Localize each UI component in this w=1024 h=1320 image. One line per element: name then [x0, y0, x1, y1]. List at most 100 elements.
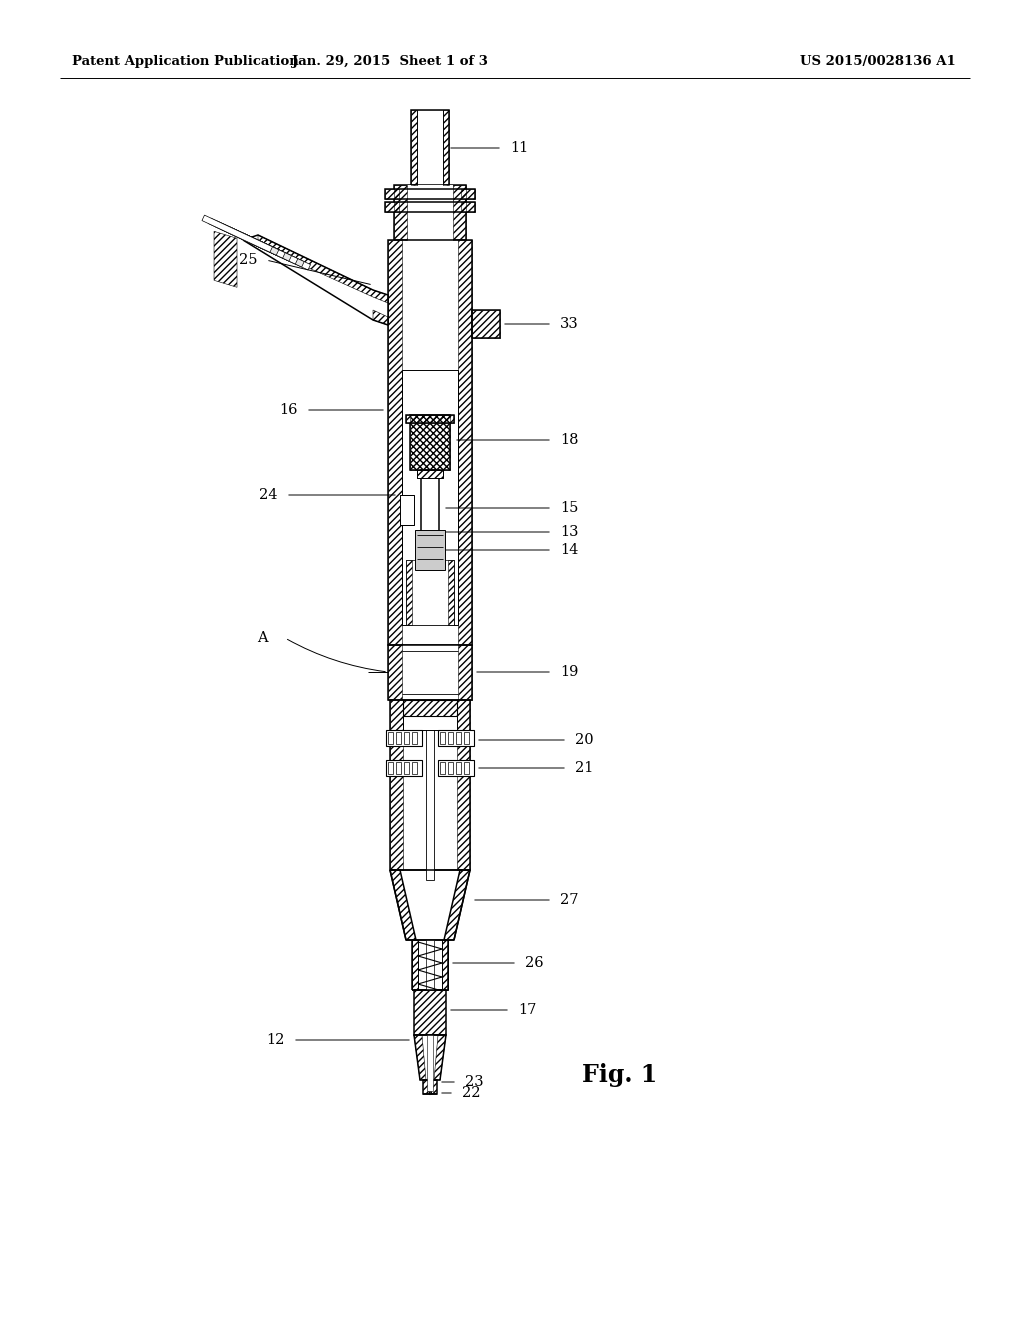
- Bar: [410, 414, 450, 470]
- Bar: [406, 414, 454, 422]
- Text: 27: 27: [560, 894, 579, 907]
- Bar: [385, 189, 475, 199]
- Text: US 2015/0028136 A1: US 2015/0028136 A1: [800, 55, 955, 69]
- Text: 24: 24: [259, 488, 278, 502]
- Bar: [449, 733, 453, 744]
- Polygon shape: [208, 218, 279, 255]
- Bar: [396, 733, 401, 744]
- Bar: [400, 495, 414, 525]
- Bar: [442, 940, 449, 990]
- Text: 25: 25: [240, 253, 258, 267]
- Bar: [403, 715, 457, 730]
- Bar: [461, 189, 475, 199]
- Bar: [406, 414, 454, 422]
- Bar: [385, 189, 399, 199]
- Polygon shape: [240, 232, 310, 271]
- Text: A: A: [257, 631, 268, 645]
- Bar: [472, 310, 500, 338]
- Bar: [411, 110, 417, 185]
- Text: 17: 17: [518, 1003, 537, 1016]
- Text: 13: 13: [560, 525, 579, 539]
- Polygon shape: [221, 224, 292, 261]
- Bar: [415, 531, 445, 570]
- Bar: [394, 185, 407, 240]
- Text: 33: 33: [560, 317, 579, 331]
- Text: 22: 22: [462, 1086, 480, 1100]
- Bar: [449, 762, 453, 774]
- Bar: [402, 370, 458, 624]
- Bar: [385, 202, 475, 213]
- Bar: [427, 1035, 433, 1092]
- Text: 15: 15: [560, 502, 579, 515]
- Bar: [394, 185, 466, 240]
- Text: 21: 21: [575, 762, 593, 775]
- Bar: [390, 700, 403, 870]
- Bar: [388, 645, 472, 700]
- Polygon shape: [243, 235, 388, 325]
- Bar: [411, 110, 449, 185]
- Polygon shape: [429, 1086, 431, 1096]
- Bar: [388, 733, 393, 744]
- Bar: [414, 990, 446, 1035]
- Bar: [403, 700, 457, 715]
- Bar: [406, 560, 454, 624]
- Text: 26: 26: [525, 956, 544, 970]
- Text: 12: 12: [266, 1034, 285, 1047]
- Bar: [440, 762, 445, 774]
- Text: 23: 23: [465, 1074, 483, 1089]
- Text: 14: 14: [560, 543, 579, 557]
- Bar: [423, 1080, 437, 1094]
- Polygon shape: [414, 1035, 446, 1080]
- Bar: [388, 762, 393, 774]
- Bar: [417, 470, 443, 478]
- Text: Fig. 1: Fig. 1: [583, 1063, 657, 1086]
- Bar: [412, 762, 417, 774]
- Bar: [412, 733, 417, 744]
- Text: Patent Application Publication: Patent Application Publication: [72, 55, 299, 69]
- Polygon shape: [215, 220, 285, 259]
- Text: Jan. 29, 2015  Sheet 1 of 3: Jan. 29, 2015 Sheet 1 of 3: [292, 55, 488, 69]
- Bar: [410, 414, 450, 470]
- Bar: [461, 202, 475, 213]
- Bar: [396, 762, 401, 774]
- Bar: [426, 940, 434, 990]
- Bar: [453, 185, 466, 240]
- Bar: [456, 762, 461, 774]
- Text: 20: 20: [575, 733, 594, 747]
- Bar: [440, 733, 445, 744]
- Bar: [403, 700, 457, 715]
- Bar: [449, 560, 454, 624]
- Bar: [426, 700, 434, 880]
- Text: 11: 11: [510, 141, 528, 154]
- Polygon shape: [227, 227, 298, 264]
- Bar: [456, 733, 461, 744]
- Bar: [421, 470, 439, 560]
- Bar: [385, 202, 399, 213]
- Bar: [458, 645, 472, 700]
- Bar: [417, 470, 443, 478]
- Bar: [404, 733, 409, 744]
- Bar: [443, 110, 449, 185]
- Polygon shape: [202, 215, 272, 252]
- Bar: [458, 240, 472, 645]
- Bar: [386, 760, 422, 776]
- Bar: [406, 560, 412, 624]
- Polygon shape: [233, 230, 304, 267]
- Bar: [417, 110, 443, 185]
- Bar: [457, 700, 470, 870]
- Bar: [388, 240, 402, 645]
- Bar: [464, 762, 469, 774]
- Bar: [412, 940, 418, 990]
- Bar: [386, 730, 422, 746]
- Text: 18: 18: [560, 433, 579, 447]
- Text: 19: 19: [560, 665, 579, 678]
- Bar: [438, 730, 474, 746]
- Bar: [404, 762, 409, 774]
- Bar: [407, 185, 453, 240]
- Bar: [388, 240, 472, 645]
- Bar: [390, 700, 470, 870]
- Bar: [472, 310, 500, 338]
- Bar: [438, 760, 474, 776]
- Text: 16: 16: [280, 403, 298, 417]
- Bar: [388, 645, 402, 700]
